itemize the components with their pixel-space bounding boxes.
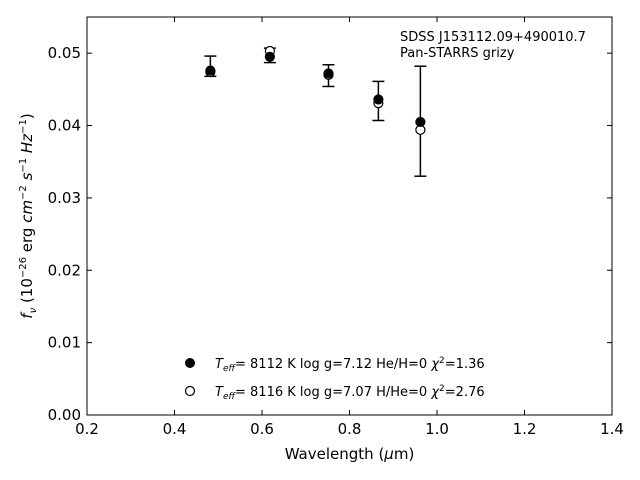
x-axis-label: Wavelength (μm) [285,445,415,463]
model-point-filled [373,94,384,105]
y-tick-label: 0.02 [48,261,81,279]
model-point-filled [415,116,426,128]
y-tick-label: 0.03 [48,189,81,207]
annotation-line-1: SDSS J153112.09+490010.7 [400,30,586,45]
y-tick-label: 0.01 [48,334,81,352]
legend-label-series-2: Teff= 8116 K log g=7.07 H/He=0 χ2=2.76 [215,384,485,402]
x-tick-label: 1.4 [600,420,624,438]
annotation-line-2: Pan-STARRS grizy [400,46,515,61]
y-axis-label: fν (10−26 erg cm−2 s−1 Hz−1) [18,113,39,318]
model-point-filled [264,51,275,62]
legend: Teff= 8112 K log g=7.12 He/H=0 χ2=1.36 T… [184,356,485,402]
x-tick-label: 0.6 [250,420,274,438]
x-tick-label: 1.2 [513,420,537,438]
model-point-filled [205,65,216,76]
legend-marker-filled [185,358,195,368]
plot-frame [86,16,613,416]
model-point-filled [323,68,334,79]
x-tick-label: 1.0 [425,420,449,438]
y-tick-label: 0.05 [48,44,81,62]
legend-label-series-1: Teff= 8112 K log g=7.12 He/H=0 χ2=1.36 [215,356,485,374]
x-tick-label: 0.4 [163,420,187,438]
y-tick-label: 0.00 [48,406,81,424]
x-tick-label: 0.2 [75,420,99,438]
y-tick-label: 0.04 [48,117,81,135]
x-tick-label: 0.8 [338,420,362,438]
legend-marker-open [184,385,196,397]
